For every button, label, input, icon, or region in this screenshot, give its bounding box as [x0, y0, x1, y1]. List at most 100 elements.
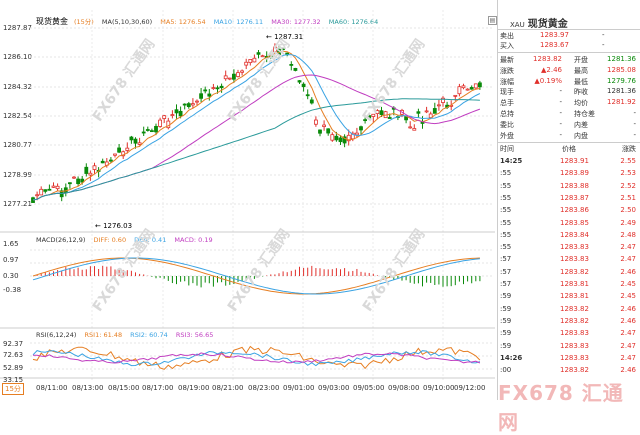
candle-body — [133, 138, 138, 144]
legend-ma60: MA60: 1276.64 — [328, 18, 379, 26]
tick-row: :55 1283.85 2.49 — [500, 219, 640, 230]
stat-value: 1281.36 — [607, 87, 636, 96]
candle-body — [281, 48, 286, 50]
legend-ma5: MA5: 1276.54 — [160, 18, 206, 26]
stat-row: 最新 1283.82 开盘 1281.36 — [500, 55, 640, 65]
candle-body — [318, 129, 322, 134]
tick-chg: 2.46 — [620, 366, 636, 375]
candle-body — [301, 83, 306, 88]
candle-body — [473, 83, 478, 89]
stat-label: 现手 — [500, 88, 514, 97]
candle-body — [387, 117, 392, 119]
candle-body — [39, 188, 44, 196]
rsi-rsi3: RSI3: 56.65 — [175, 331, 214, 339]
candle-body — [256, 52, 261, 55]
stat-row: 涨跌 ▲2.46 最高 1285.08 — [500, 66, 640, 76]
candle-body — [424, 110, 429, 113]
settings-icon[interactable]: ▤ — [488, 16, 497, 25]
price-tick: 1286.10 — [3, 53, 32, 61]
tick-time: :59 — [500, 292, 512, 301]
rsi-tick: 92.37 — [3, 340, 24, 348]
candle-body — [309, 99, 314, 104]
tick-row: :59 1283.82 2.46 — [500, 305, 640, 316]
candle-body — [416, 111, 421, 114]
stat-value: ▲0.19% — [534, 76, 562, 85]
candle-body — [354, 132, 359, 136]
tick-price: 1283.89 — [560, 169, 589, 178]
macd-tick: -0.38 — [3, 286, 22, 294]
stat-label: 持仓差 — [574, 110, 595, 118]
price-tick: 1284.32 — [3, 83, 32, 91]
quote-label: 卖出 — [500, 32, 514, 40]
stat-value: 1283.82 — [533, 55, 562, 63]
time-tick: 08/17:00 — [142, 384, 174, 392]
time-tick: 09/01:00 — [283, 384, 315, 392]
tick-price: 1283.87 — [560, 193, 589, 202]
stat-label: 最新 — [500, 56, 514, 64]
quote-row: 卖出 1283.97 - — [500, 31, 640, 41]
candle-body — [338, 137, 343, 143]
stat-label: 最高 — [574, 66, 588, 75]
time-tick: 08/23:00 — [248, 384, 280, 392]
candle-body — [170, 114, 175, 116]
candle-body — [436, 104, 441, 107]
tick-header: 时间 价格 涨跌 — [500, 144, 640, 155]
tick-chg: 2.52 — [620, 181, 636, 190]
stat-row: 外盘 - 内盘 - — [500, 131, 640, 141]
candle-body — [190, 103, 195, 106]
macd-dea: DEA: 0.41 — [134, 236, 167, 244]
tick-price: 1283.82 — [560, 366, 589, 375]
tick-time: :55 — [500, 206, 512, 215]
tick-price: 1283.88 — [560, 181, 589, 190]
tick-time: :55 — [500, 243, 512, 252]
macd-tick: 0.97 — [3, 256, 19, 264]
time-tick: 08/21:00 — [212, 384, 244, 392]
stat-row: 现手 - 昨收 1281.36 — [500, 87, 640, 97]
price-tick: 1282.54 — [3, 112, 32, 120]
macd-tick: 0.30 — [3, 272, 19, 280]
legend-ma: MA(5,10,30,60) — [101, 18, 153, 26]
quote-label: 买入 — [500, 42, 514, 50]
candle-body — [186, 103, 191, 108]
tick-price: 1283.83 — [560, 341, 589, 350]
candle-body — [227, 77, 232, 80]
candle-body — [149, 130, 154, 133]
candle-body — [211, 87, 216, 90]
stat-label: 最低 — [574, 77, 588, 86]
tick-chg: 2.46 — [620, 304, 636, 313]
tick-chg: 2.48 — [620, 230, 636, 239]
tick-price: 1283.83 — [560, 255, 589, 264]
legend-ma10: MA10: 1276.11 — [213, 18, 264, 26]
candle-body — [408, 126, 413, 129]
tick-chg: 2.47 — [620, 341, 636, 350]
stat-value: - — [559, 87, 562, 96]
tick-price: 1283.91 — [560, 157, 589, 165]
tick-time: :59 — [500, 304, 512, 313]
candle-body — [145, 129, 150, 131]
symbol-code: XAU — [510, 21, 525, 29]
candle-body — [477, 82, 482, 88]
stat-value: ▲2.46 — [541, 65, 562, 74]
price-tick: 1280.77 — [3, 141, 32, 149]
kline-chart-area[interactable]: 现货黄金 (15分) MA(5,10,30,60) MA5: 1276.54 MA… — [0, 0, 495, 400]
candle-body — [305, 94, 310, 97]
time-tick: 08/13:00 — [72, 384, 104, 392]
candle-body — [240, 70, 245, 73]
tick-price: 1283.85 — [560, 218, 589, 227]
high-value: 1287.31 — [274, 33, 304, 41]
stat-row: 总持 - 持仓差 - — [500, 109, 640, 119]
tick-time: :55 — [500, 169, 512, 178]
macd-label: MACD(26,12,9) — [36, 236, 86, 244]
rsi-line — [32, 350, 481, 367]
candle-body — [76, 178, 80, 185]
stat-label: 委比 — [500, 120, 514, 129]
candle-body — [174, 109, 179, 114]
candle-body — [113, 153, 117, 156]
time-tick: 09/08:00 — [388, 384, 420, 392]
candle-body — [428, 113, 433, 119]
candle-body — [346, 134, 351, 142]
period-badge[interactable]: 15分 — [2, 383, 24, 395]
candle-body — [260, 55, 265, 58]
tick-chg: 2.55 — [620, 157, 636, 165]
candle-body — [231, 73, 236, 80]
